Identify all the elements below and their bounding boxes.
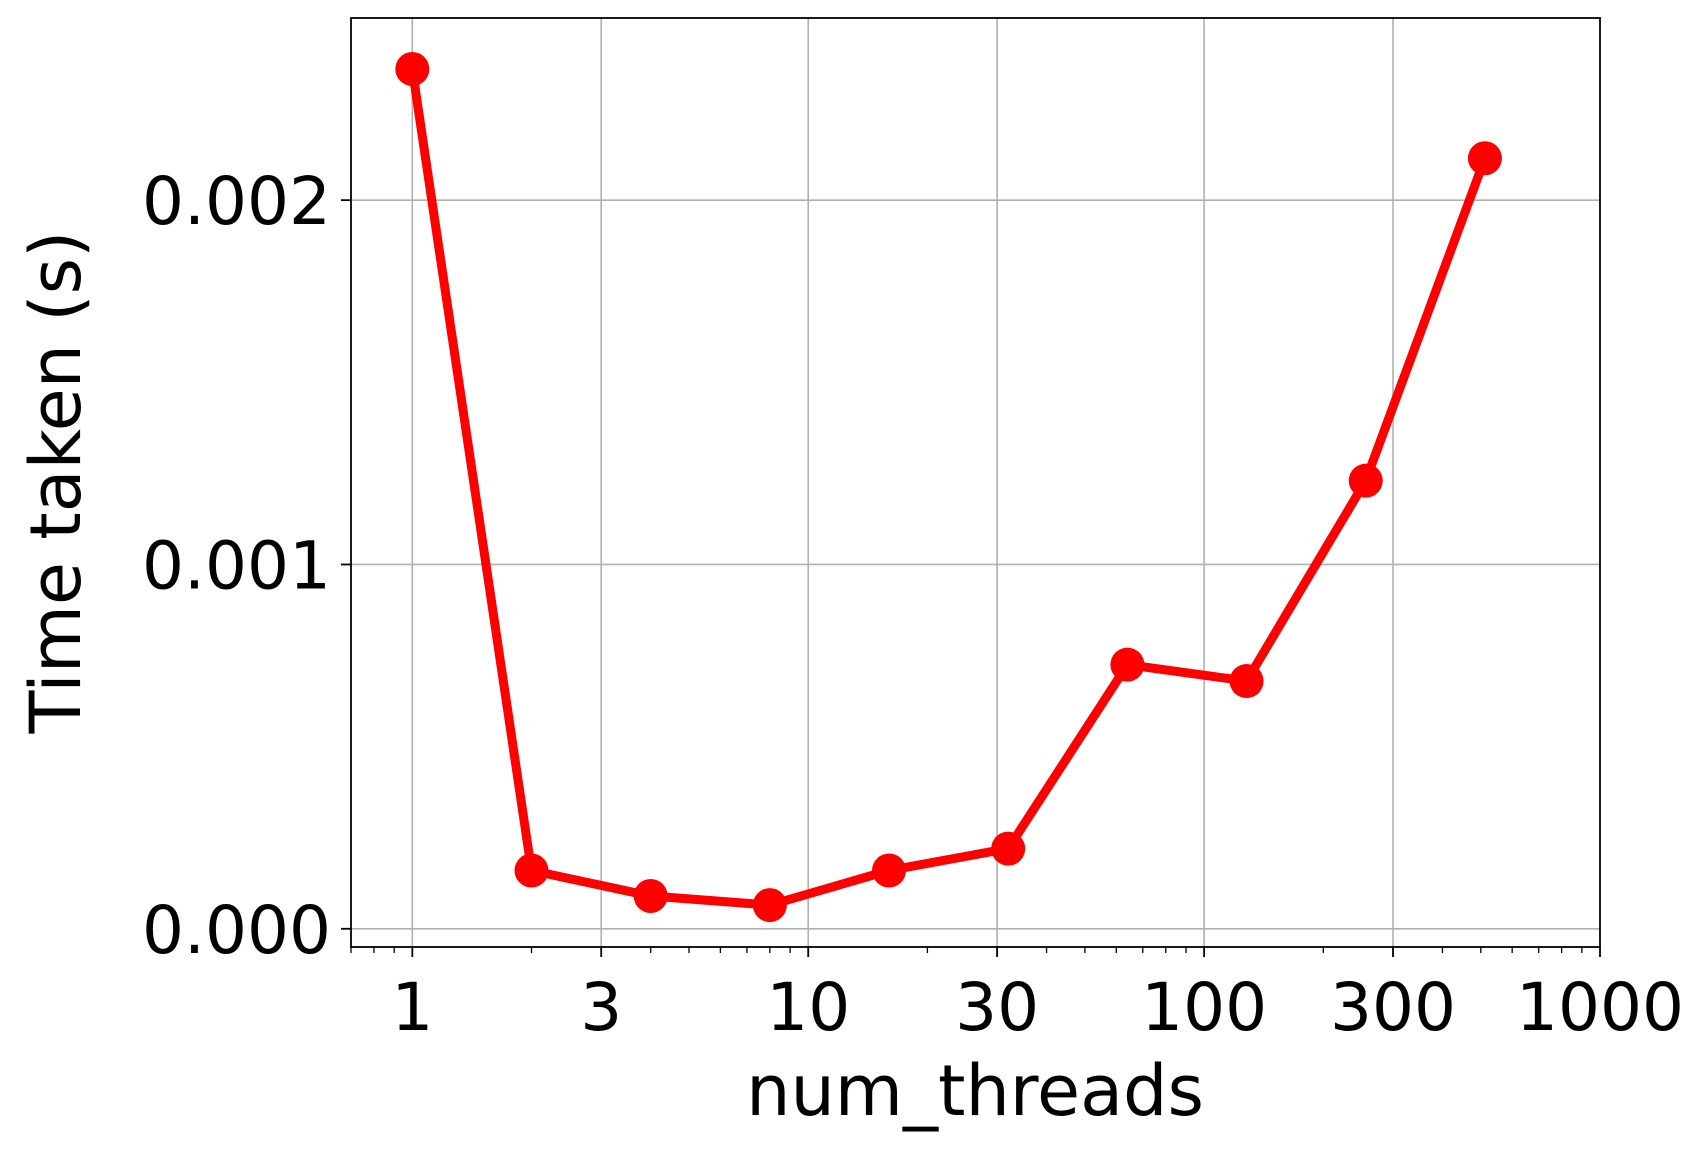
series-layer [395, 52, 1502, 923]
x-tick-label: 100 [1141, 969, 1267, 1046]
y-axis-label: Time taken (s) [15, 231, 97, 735]
y-tick-label: 0.001 [142, 527, 331, 604]
data-point [1348, 463, 1383, 498]
y-axis: 0.000 0.001 0.002 [142, 163, 351, 969]
x-tick-label: 3 [580, 969, 622, 1046]
y-tick-label: 0.002 [142, 163, 331, 240]
x-tick-label: 30 [955, 969, 1039, 1046]
y-tick-label: 0.000 [142, 892, 331, 969]
plot-frame [350, 17, 1601, 948]
data-point [1110, 647, 1145, 682]
data-point [395, 52, 430, 87]
x-axis-label: num_threads [746, 1050, 1204, 1132]
x-tick-label: 10 [766, 969, 850, 1046]
x-tick-label: 1 [391, 969, 433, 1046]
data-point [1229, 664, 1264, 699]
series-line [407, 64, 1490, 910]
data-point [514, 853, 549, 888]
x-tick-label: 300 [1330, 969, 1456, 1046]
data-point [1467, 141, 1502, 176]
x-axis: 1 3 10 30 100 300 1000 [350, 947, 1684, 1046]
data-point [991, 831, 1026, 866]
data-point [633, 878, 668, 913]
data-point [752, 888, 787, 923]
grid [351, 18, 1600, 947]
x-tick-label: 1000 [1516, 969, 1684, 1046]
data-point [872, 853, 907, 888]
